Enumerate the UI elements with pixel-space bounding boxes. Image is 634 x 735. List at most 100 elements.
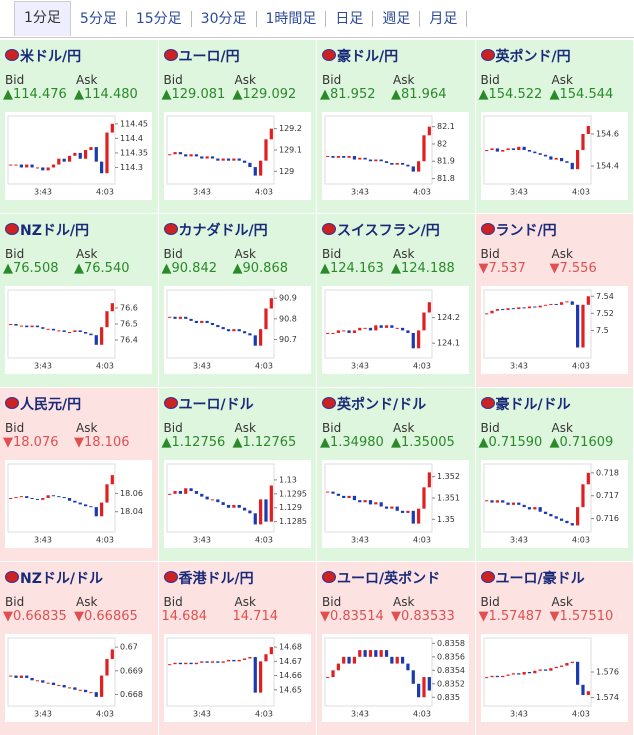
candle <box>35 325 40 328</box>
tab[interactable]: 月足 <box>420 10 468 27</box>
candle <box>231 504 235 508</box>
chart-bg <box>480 634 628 722</box>
candle <box>62 158 66 162</box>
y-tick-label: 18.06 <box>120 489 143 498</box>
rate-panel[interactable]: スイスフラン/円 Bid Ask ▲124.163 ▲124.188 124.1 124.2… <box>317 214 475 387</box>
candle <box>46 167 50 171</box>
rate-panel[interactable]: 人民元/円 Bid Ask ▼18.076 ▼18.106 18.04 18.06 3:43 4… <box>0 388 158 561</box>
rate-panel[interactable]: カナダドル/円 Bid Ask ▲90.842 ▲90.868 90.7 90.8 90.9 3… <box>158 214 316 387</box>
candle <box>427 472 431 488</box>
candle <box>178 152 182 155</box>
candle <box>183 154 187 157</box>
bid-label: Bid <box>163 421 183 435</box>
candle <box>46 328 50 330</box>
candle <box>172 316 177 319</box>
bid-value: ▼0.66835 <box>3 609 67 624</box>
flag-icon <box>5 397 19 409</box>
bid-value: ▲1.34980 <box>320 435 384 450</box>
pair-title: カナダドル/円 <box>178 223 268 239</box>
rate-panel[interactable]: 豪ドル/円 Bid Ask ▲81.952 ▲81.964 81.8 81.9 82 82.1 3… <box>317 40 475 213</box>
flag-icon <box>322 49 336 61</box>
rate-panel[interactable]: ユーロ/英ポンド Bid Ask ▼0.83514 ▼0.83533 0.835 0.835… <box>317 562 475 735</box>
bid-label: Bid <box>480 73 500 87</box>
y-tick-label: 1.129 <box>279 503 302 512</box>
candle <box>495 675 499 678</box>
y-tick-label: 0.716 <box>596 514 619 523</box>
candle <box>522 672 526 675</box>
candle <box>226 329 230 332</box>
candle <box>516 502 520 505</box>
candle <box>46 495 50 498</box>
candle <box>242 658 246 660</box>
candle <box>427 677 431 691</box>
candle <box>527 672 531 674</box>
bid-label: Bid <box>5 595 25 609</box>
candle <box>422 487 426 509</box>
candle <box>336 493 340 496</box>
candle <box>411 332 415 349</box>
candle <box>516 307 520 310</box>
ask-label: Ask <box>393 247 415 261</box>
candle <box>41 498 45 500</box>
candle <box>199 320 203 323</box>
candle <box>57 330 61 332</box>
y-tick-label: 76.5 <box>120 320 138 329</box>
rate-panel[interactable]: 豪ドル/ドル Bid Ask ▲0.71590 ▲0.71609 0.716 0.717 0.… <box>475 388 633 561</box>
candle <box>100 675 104 697</box>
tab[interactable]: 日足 <box>326 10 374 27</box>
ask-label: Ask <box>234 421 256 435</box>
y-tick-label: 18.04 <box>120 507 143 516</box>
chart-bg <box>5 112 152 200</box>
bid-label: Bid <box>163 247 183 261</box>
candle <box>178 491 182 494</box>
tab[interactable]: 1分足 <box>14 1 71 36</box>
bid-value: ▲114.476 <box>3 87 67 102</box>
tab[interactable]: 30分足 <box>192 10 257 27</box>
bid-value: ▲81.952 <box>320 87 376 102</box>
tab[interactable]: 1時間足 <box>257 10 327 27</box>
candle <box>78 152 82 159</box>
candle <box>570 162 574 170</box>
candle <box>25 496 29 498</box>
candle <box>9 498 13 499</box>
rate-panel[interactable]: 英ポンド/ドル Bid Ask ▲1.34980 ▲1.35005 1.35 1.351 1.… <box>317 388 475 561</box>
candle <box>9 675 13 677</box>
rate-panel[interactable]: 米ドル/円 Bid Ask ▲114.476 ▲114.480 114.3 114.35 11… <box>0 40 158 213</box>
mini-chart: 90.7 90.8 90.9 3:43 4:03 <box>163 286 311 374</box>
candle <box>532 507 536 510</box>
mini-chart: 1.574 1.576 3:43 4:03 <box>480 634 628 722</box>
rate-panel[interactable]: ランド/円 Bid Ask ▼7.537 ▼7.556 7.5 7.52 7.54 3:43 4:… <box>475 214 633 387</box>
x-tick-label: 3:43 <box>351 536 369 545</box>
candle <box>331 156 335 158</box>
candle <box>522 504 526 508</box>
candle <box>390 506 394 509</box>
bid-label: Bid <box>322 73 342 87</box>
ask-value: ▲1.12765 <box>232 435 297 450</box>
rate-panel[interactable]: NZドル/円 Bid Ask ▲76.508 ▲76.540 76.4 76.5 76.6 3:… <box>0 214 158 387</box>
rate-panel[interactable]: ユーロ/豪ドル Bid Ask ▼1.57487 ▼1.57510 1.574 1.576 3… <box>475 562 633 735</box>
plot-frame <box>324 115 433 185</box>
tab[interactable]: 週足 <box>373 10 421 27</box>
x-tick-label: 3:43 <box>510 188 528 197</box>
pair-title: ユーロ/豪ドル <box>495 571 585 587</box>
rate-panel[interactable]: ユーロ/ドル Bid Ask ▲1.12756 ▲1.12765 1.1285 1.129 1… <box>158 388 316 561</box>
candle <box>516 673 520 675</box>
ask-value: ▲154.544 <box>549 87 614 102</box>
candle <box>110 649 114 659</box>
tab[interactable]: 15分足 <box>127 10 192 27</box>
rate-panel[interactable]: ユーロ/円 Bid Ask ▲129.081 ▲129.092 129 129.1 129.2… <box>158 40 316 213</box>
rate-panel[interactable]: NZドル/ドル Bid Ask ▼0.66835 ▼0.66865 0.668 0.669 0… <box>0 562 158 735</box>
y-tick-label: 0.668 <box>120 690 143 699</box>
y-tick-label: 129 <box>279 167 294 176</box>
candle <box>258 661 262 693</box>
tab[interactable]: 5分足 <box>71 10 127 27</box>
candle <box>505 148 510 150</box>
rate-panel[interactable]: 香港ドル/円 Bid Ask 14.684 14.714 14.65 14.66 14.67 1… <box>158 562 316 735</box>
ask-label: Ask <box>551 421 573 435</box>
candle <box>368 500 373 505</box>
ask-value: ▼18.106 <box>74 435 130 450</box>
candle <box>384 325 389 328</box>
candle <box>505 674 510 676</box>
candle <box>89 506 93 508</box>
rate-panel[interactable]: 英ポンド/円 Bid Ask ▲154.522 ▲154.544 154.4 154.6 3:… <box>475 40 633 213</box>
